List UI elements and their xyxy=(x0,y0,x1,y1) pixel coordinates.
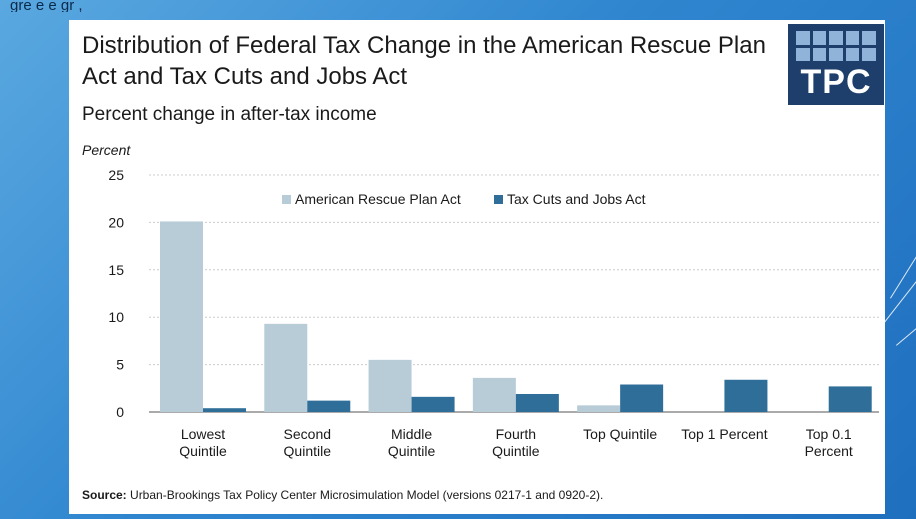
y-tick-label: 10 xyxy=(108,309,124,325)
bar-arpa xyxy=(160,221,203,412)
bar-tcja xyxy=(203,408,246,412)
source-text: Urban-Brookings Tax Policy Center Micros… xyxy=(126,488,604,502)
decorative-line xyxy=(896,319,916,346)
legend-label: American Rescue Plan Act xyxy=(295,191,461,207)
legend-swatch xyxy=(282,195,291,204)
chart-title: Distribution of Federal Tax Change in th… xyxy=(82,32,766,90)
bar-arpa xyxy=(577,405,621,412)
bar-tcja xyxy=(515,393,559,412)
bar-tcja xyxy=(724,379,768,412)
bar-tcja xyxy=(620,384,664,412)
tpc-logo: TPC xyxy=(788,24,884,105)
x-tick-label: Quintile xyxy=(492,443,540,459)
slide-panel: Distribution of Federal Tax Change in th… xyxy=(69,20,885,514)
y-tick-label: 0 xyxy=(116,404,124,420)
y-axis-unit-label: Percent xyxy=(82,142,131,158)
x-tick-label: Percent xyxy=(805,443,853,459)
x-tick-label: Quintile xyxy=(179,443,227,459)
legend-swatch xyxy=(494,195,503,204)
y-tick-label: 20 xyxy=(108,214,124,230)
x-tick-label: Top Quintile xyxy=(583,426,657,442)
x-tick-label: Top 0.1 xyxy=(806,426,852,442)
source-note: Source: Urban-Brookings Tax Policy Cente… xyxy=(82,488,603,502)
x-tick-label: Fourth xyxy=(496,426,536,442)
x-tick-label: Top 1 Percent xyxy=(681,426,767,442)
chart-subtitle: Percent change in after-tax income xyxy=(82,104,377,125)
y-tick-label: 5 xyxy=(116,357,124,373)
x-tick-label: Middle xyxy=(391,426,432,442)
bar-arpa xyxy=(264,323,308,412)
bar-chart: 0510152025LowestQuintileSecondQuintileMi… xyxy=(108,167,879,459)
decorative-line xyxy=(890,247,916,299)
x-tick-label: Quintile xyxy=(388,443,436,459)
y-tick-label: 15 xyxy=(108,262,124,278)
bar-tcja xyxy=(828,386,872,412)
logo-text: TPC xyxy=(800,63,872,101)
y-tick-label: 25 xyxy=(108,167,124,183)
legend-label: Tax Cuts and Jobs Act xyxy=(507,191,646,207)
x-tick-label: Quintile xyxy=(284,443,332,459)
top-cutoff-text: gre e e gr , xyxy=(10,0,83,12)
bar-arpa xyxy=(472,377,516,412)
x-tick-label: Second xyxy=(284,426,331,442)
x-tick-label: Lowest xyxy=(181,426,225,442)
logo-grid-icon xyxy=(796,31,876,61)
source-label: Source: xyxy=(82,488,127,502)
bar-tcja xyxy=(307,400,351,412)
bar-arpa xyxy=(368,359,412,412)
bar-tcja xyxy=(411,396,455,412)
